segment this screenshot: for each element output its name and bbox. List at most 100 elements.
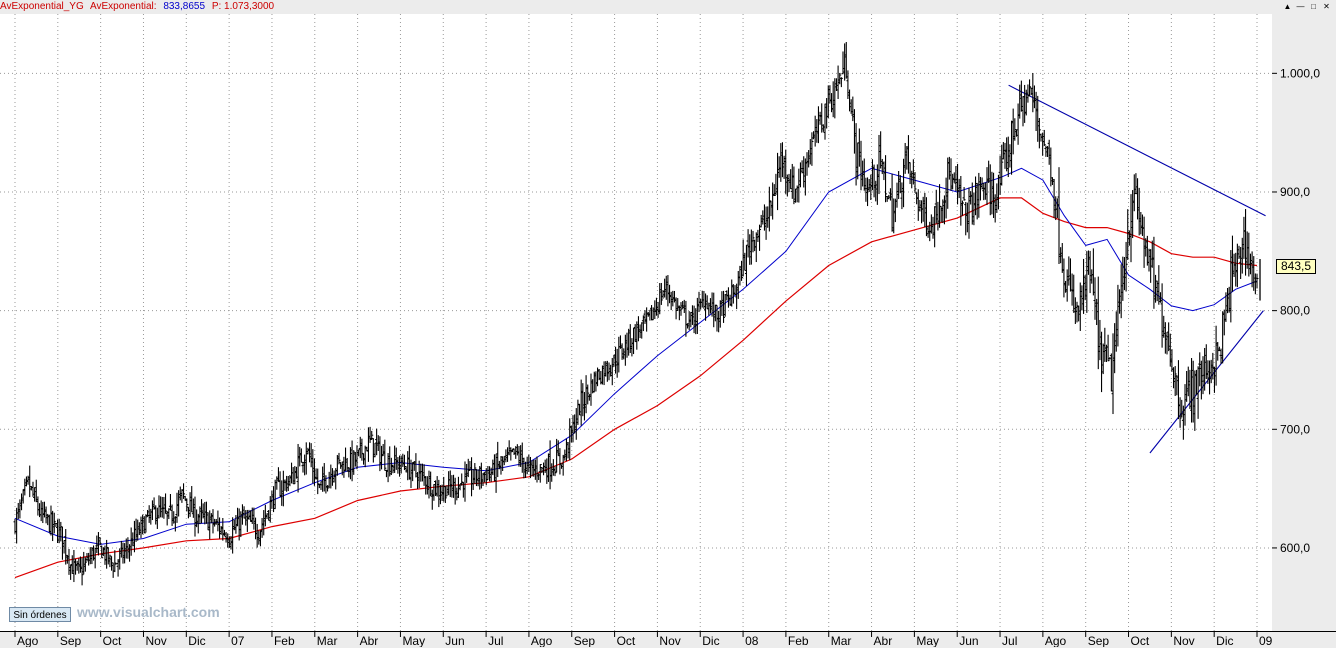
price-bar	[1240, 237, 1244, 274]
price-bar	[617, 336, 621, 373]
price-bar	[404, 466, 408, 473]
price-bar	[1113, 323, 1117, 374]
price-bar	[182, 483, 186, 499]
price-bar	[280, 480, 284, 506]
price-bar	[769, 200, 773, 217]
price-bar	[903, 142, 907, 174]
price-bar	[553, 466, 557, 477]
close-icon[interactable]: ✕	[1323, 2, 1330, 11]
price-bar	[136, 519, 140, 541]
price-bar	[730, 279, 734, 307]
price-bar	[898, 175, 902, 194]
price-bar	[779, 143, 783, 182]
price-bar	[610, 357, 614, 386]
price-bar	[509, 447, 513, 461]
ema-fast-series	[14, 167, 1258, 545]
price-bar	[517, 445, 521, 467]
price-bar	[798, 162, 802, 188]
price-bar	[434, 480, 438, 496]
price-bar	[1204, 344, 1208, 380]
price-bar	[186, 506, 190, 519]
price-bar	[203, 501, 207, 525]
price-bar	[123, 543, 127, 564]
price-bar	[1226, 287, 1230, 314]
price-bar	[1234, 252, 1238, 287]
price-bar	[990, 171, 994, 215]
price-bar	[514, 446, 518, 459]
last-price-tag: 843,5	[1276, 259, 1316, 274]
price-bar	[1175, 375, 1179, 396]
price-bar	[776, 152, 780, 211]
price-bar	[381, 444, 385, 457]
price-bar	[1129, 194, 1133, 263]
price-bar	[618, 335, 622, 349]
orders-button[interactable]: Sin órdenes	[9, 607, 71, 622]
price-bar	[828, 85, 832, 104]
price-bar	[106, 547, 110, 565]
price-bar	[384, 469, 388, 478]
price-bar	[209, 513, 213, 524]
price-bar	[46, 513, 50, 526]
price-bar	[335, 454, 339, 476]
price-bar	[564, 438, 568, 462]
price-bar	[749, 229, 753, 265]
price-bar	[1176, 360, 1180, 420]
time-axis[interactable]	[0, 631, 1336, 648]
price-bar	[1060, 243, 1064, 273]
maximize-icon[interactable]: □	[1311, 2, 1316, 11]
price-bar	[1049, 147, 1053, 187]
price-bar	[211, 509, 215, 534]
price-bar	[322, 463, 326, 492]
trendlines[interactable]	[1008, 84, 1266, 454]
price-bar	[141, 514, 145, 535]
price-bar	[818, 111, 822, 125]
price-bar	[695, 297, 699, 334]
price-bar	[956, 163, 960, 205]
price-bar	[473, 463, 477, 484]
trendline[interactable]	[1008, 84, 1266, 217]
price-bar	[790, 163, 794, 199]
price-bar	[1085, 251, 1089, 313]
minimize-icon[interactable]: —	[1296, 2, 1305, 11]
price-bar	[794, 188, 798, 203]
price-axis[interactable]	[1272, 14, 1336, 631]
price-bar	[389, 457, 393, 475]
price-bar	[159, 496, 163, 518]
price-bar	[635, 321, 639, 350]
price-bar	[1162, 315, 1166, 338]
price-bar	[386, 453, 390, 483]
price-bar	[191, 498, 195, 518]
price-bar	[268, 496, 272, 523]
price-bar	[463, 461, 467, 502]
price-bar	[1150, 240, 1154, 268]
price-bar	[353, 452, 357, 467]
price-bar	[857, 128, 861, 167]
price-bar	[175, 492, 179, 523]
price-bar	[1194, 369, 1198, 395]
collapse-icon[interactable]: ▲	[1283, 2, 1292, 11]
price-bar	[41, 501, 45, 524]
price-bar	[777, 156, 781, 178]
price-bar	[998, 155, 1002, 195]
price-bar	[884, 155, 888, 203]
price-bar	[1068, 258, 1072, 292]
price-bar	[805, 152, 809, 176]
price-bar	[723, 294, 727, 317]
price-bar	[916, 189, 920, 221]
price-bar	[360, 438, 364, 461]
price-bar	[260, 517, 264, 538]
trendline[interactable]	[1149, 310, 1264, 454]
price-bar	[1147, 248, 1151, 272]
price-bar	[1075, 301, 1079, 323]
price-bar	[137, 522, 141, 536]
price-bar	[612, 354, 616, 366]
price-bar	[692, 305, 696, 334]
price-bar	[103, 545, 107, 565]
price-bar	[738, 265, 742, 286]
price-bar	[375, 428, 379, 456]
price-bar	[283, 479, 287, 491]
price-bar	[193, 496, 197, 537]
price-bar	[419, 463, 423, 482]
indicator-header: AvExponential_YG AvExponential: 833,8655…	[0, 0, 1336, 14]
